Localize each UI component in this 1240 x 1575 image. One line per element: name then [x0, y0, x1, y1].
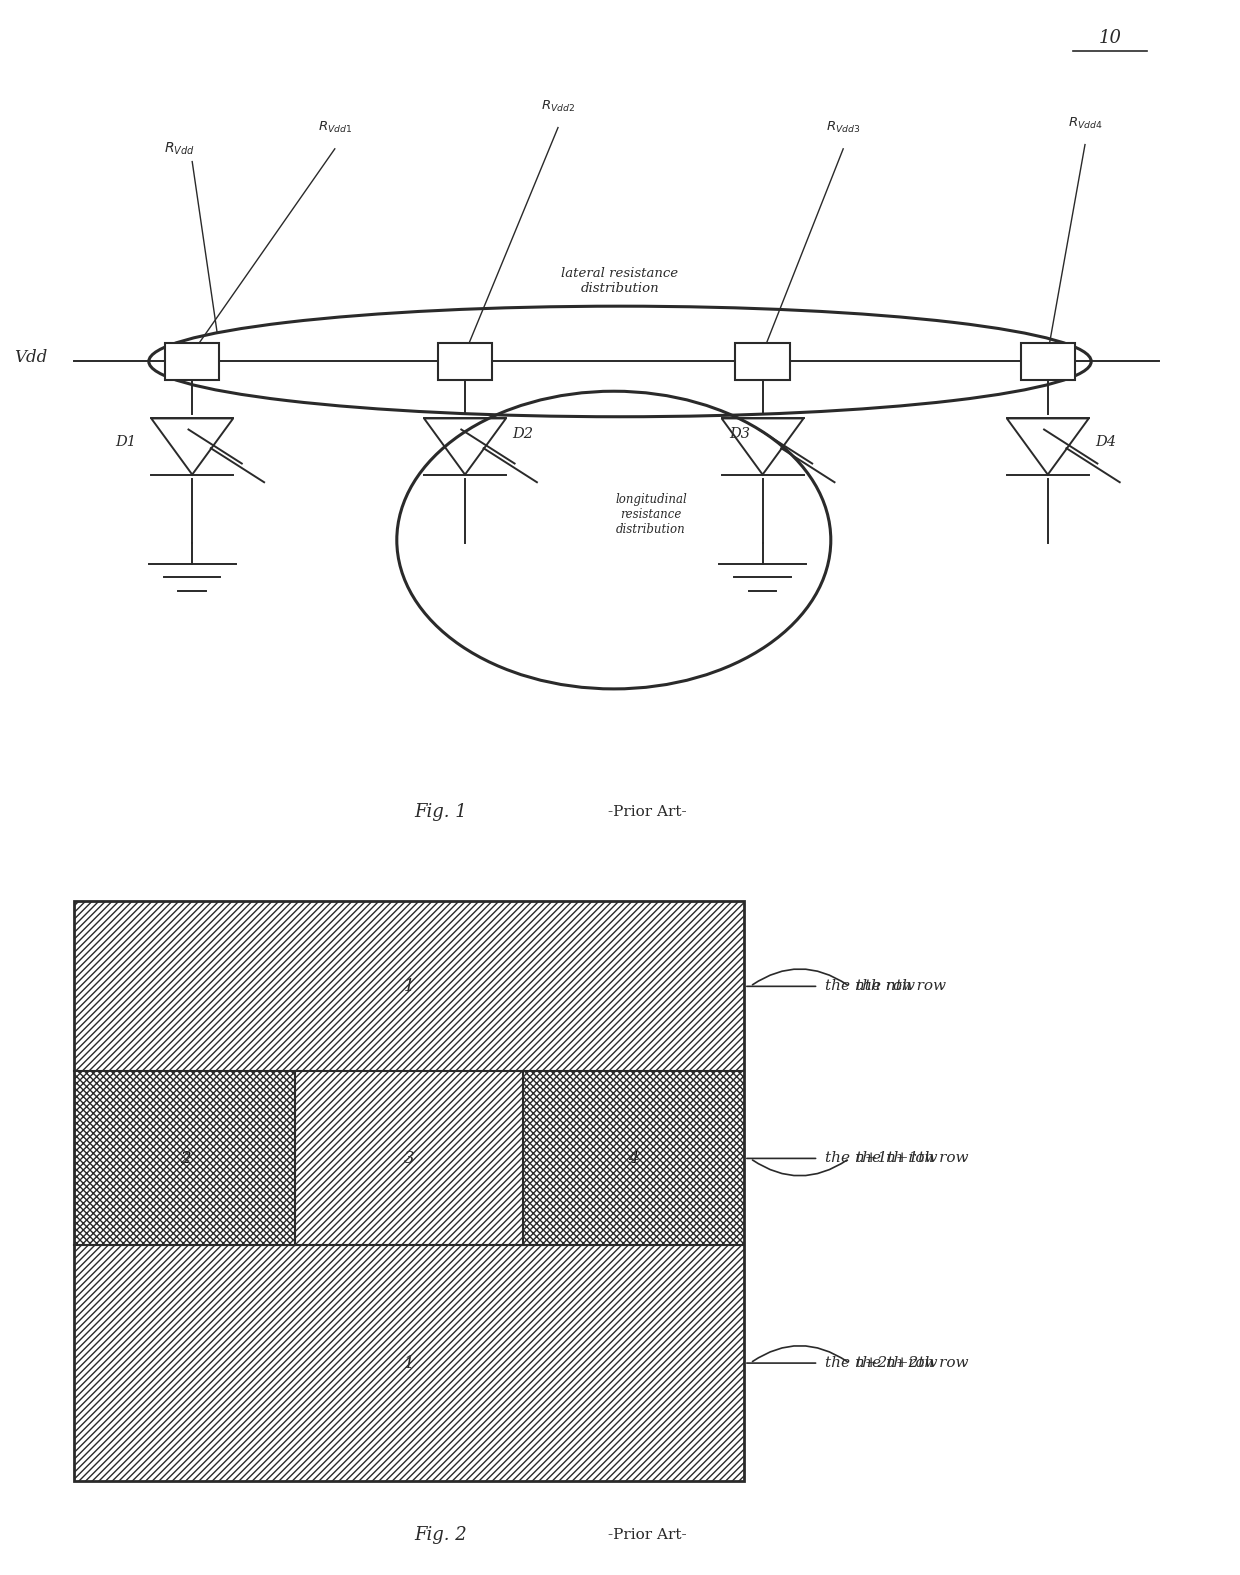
Text: D1: D1 — [115, 435, 136, 449]
Text: 1: 1 — [404, 978, 414, 995]
Text: the n+2th row: the n+2th row — [825, 1356, 937, 1370]
Text: 2: 2 — [180, 1150, 190, 1167]
Text: -Prior Art-: -Prior Art- — [608, 805, 686, 819]
Bar — [74, 901, 744, 1071]
FancyBboxPatch shape — [1021, 343, 1075, 380]
Text: lateral resistance
distribution: lateral resistance distribution — [562, 266, 678, 295]
Bar — [74, 1071, 295, 1246]
Text: Fig. 2: Fig. 2 — [414, 1526, 466, 1544]
Bar — [74, 1246, 744, 1480]
Text: the n+1th row: the n+1th row — [825, 1151, 937, 1166]
Text: $R_{Vdd1}$: $R_{Vdd1}$ — [317, 120, 352, 135]
Text: $R_{Vdd}$: $R_{Vdd}$ — [165, 140, 195, 158]
Text: D2: D2 — [512, 427, 533, 441]
FancyArrowPatch shape — [753, 969, 847, 984]
Bar — [74, 901, 744, 1480]
Bar — [295, 1071, 523, 1246]
Bar — [523, 1071, 744, 1246]
FancyBboxPatch shape — [165, 343, 219, 380]
Text: 1: 1 — [404, 1354, 414, 1372]
Text: the n+1th row: the n+1th row — [856, 1151, 968, 1166]
Text: $R_{Vdd3}$: $R_{Vdd3}$ — [826, 120, 861, 135]
Text: the nth row: the nth row — [856, 980, 946, 994]
Text: D3: D3 — [729, 427, 750, 441]
Text: 3: 3 — [404, 1150, 414, 1167]
Text: Fig. 1: Fig. 1 — [414, 803, 466, 821]
Text: D4: D4 — [1095, 435, 1116, 449]
Text: Vdd: Vdd — [15, 348, 47, 365]
FancyArrowPatch shape — [753, 1345, 847, 1361]
FancyBboxPatch shape — [735, 343, 790, 380]
FancyArrowPatch shape — [753, 1159, 847, 1177]
Text: -Prior Art-: -Prior Art- — [608, 1528, 686, 1542]
Text: $R_{Vdd4}$: $R_{Vdd4}$ — [1068, 117, 1102, 131]
Text: 10: 10 — [1099, 28, 1121, 47]
Text: the n+2th row: the n+2th row — [856, 1356, 968, 1370]
Text: the nth row: the nth row — [825, 980, 915, 994]
Text: 4: 4 — [629, 1150, 639, 1167]
Text: longitudinal
resistance
distribution: longitudinal resistance distribution — [615, 493, 687, 536]
FancyBboxPatch shape — [438, 343, 492, 380]
Text: $R_{Vdd2}$: $R_{Vdd2}$ — [541, 99, 575, 113]
